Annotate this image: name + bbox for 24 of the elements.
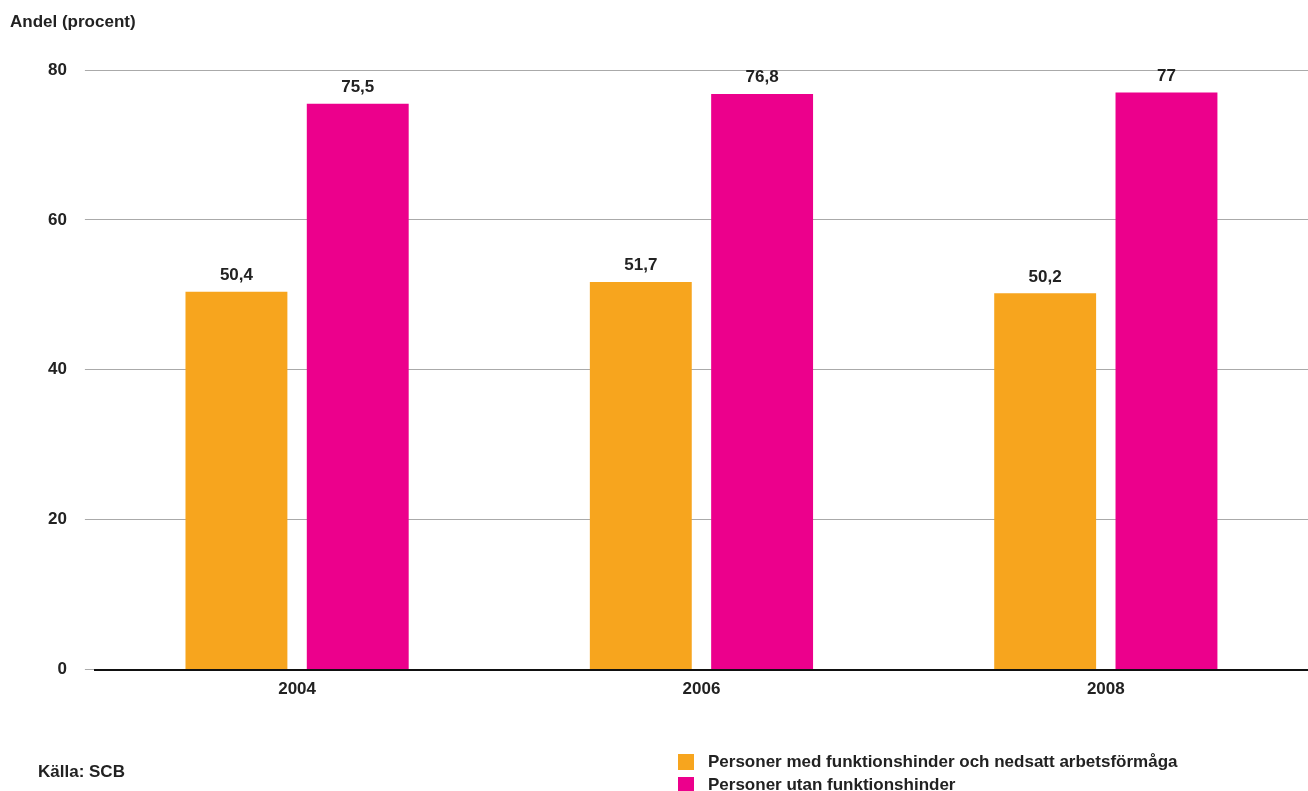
data-label: 50,2 <box>1028 266 1062 286</box>
data-label: 50,4 <box>219 265 254 285</box>
y-tick-label: 20 <box>47 509 67 529</box>
x-tick-label: 2004 <box>278 679 317 699</box>
bar <box>306 103 409 670</box>
x-tick-label: 2006 <box>682 679 721 699</box>
bar <box>185 291 288 670</box>
legend-label: Personer utan funktionshinder <box>708 774 956 791</box>
y-tick-label: 0 <box>57 659 67 679</box>
y-axis-title: Andel (procent) <box>10 12 136 32</box>
bar <box>589 282 692 670</box>
data-label: 51,7 <box>624 255 658 275</box>
data-label: 77 <box>1157 65 1176 85</box>
data-label: 76,8 <box>745 67 779 87</box>
text: Källa: SCB <box>38 762 125 782</box>
y-tick-label: 80 <box>47 59 67 79</box>
y-tick-label: 40 <box>47 359 67 379</box>
bar <box>1115 92 1218 670</box>
bar <box>994 293 1097 670</box>
legend-label: Personer med funktionshinder och nedsatt arbetsförmåga <box>708 751 1178 772</box>
bar <box>711 93 814 670</box>
data-label: 75,5 <box>341 76 375 96</box>
x-tick-label: 2008 <box>1086 679 1125 699</box>
y-tick-label: 60 <box>47 209 67 229</box>
